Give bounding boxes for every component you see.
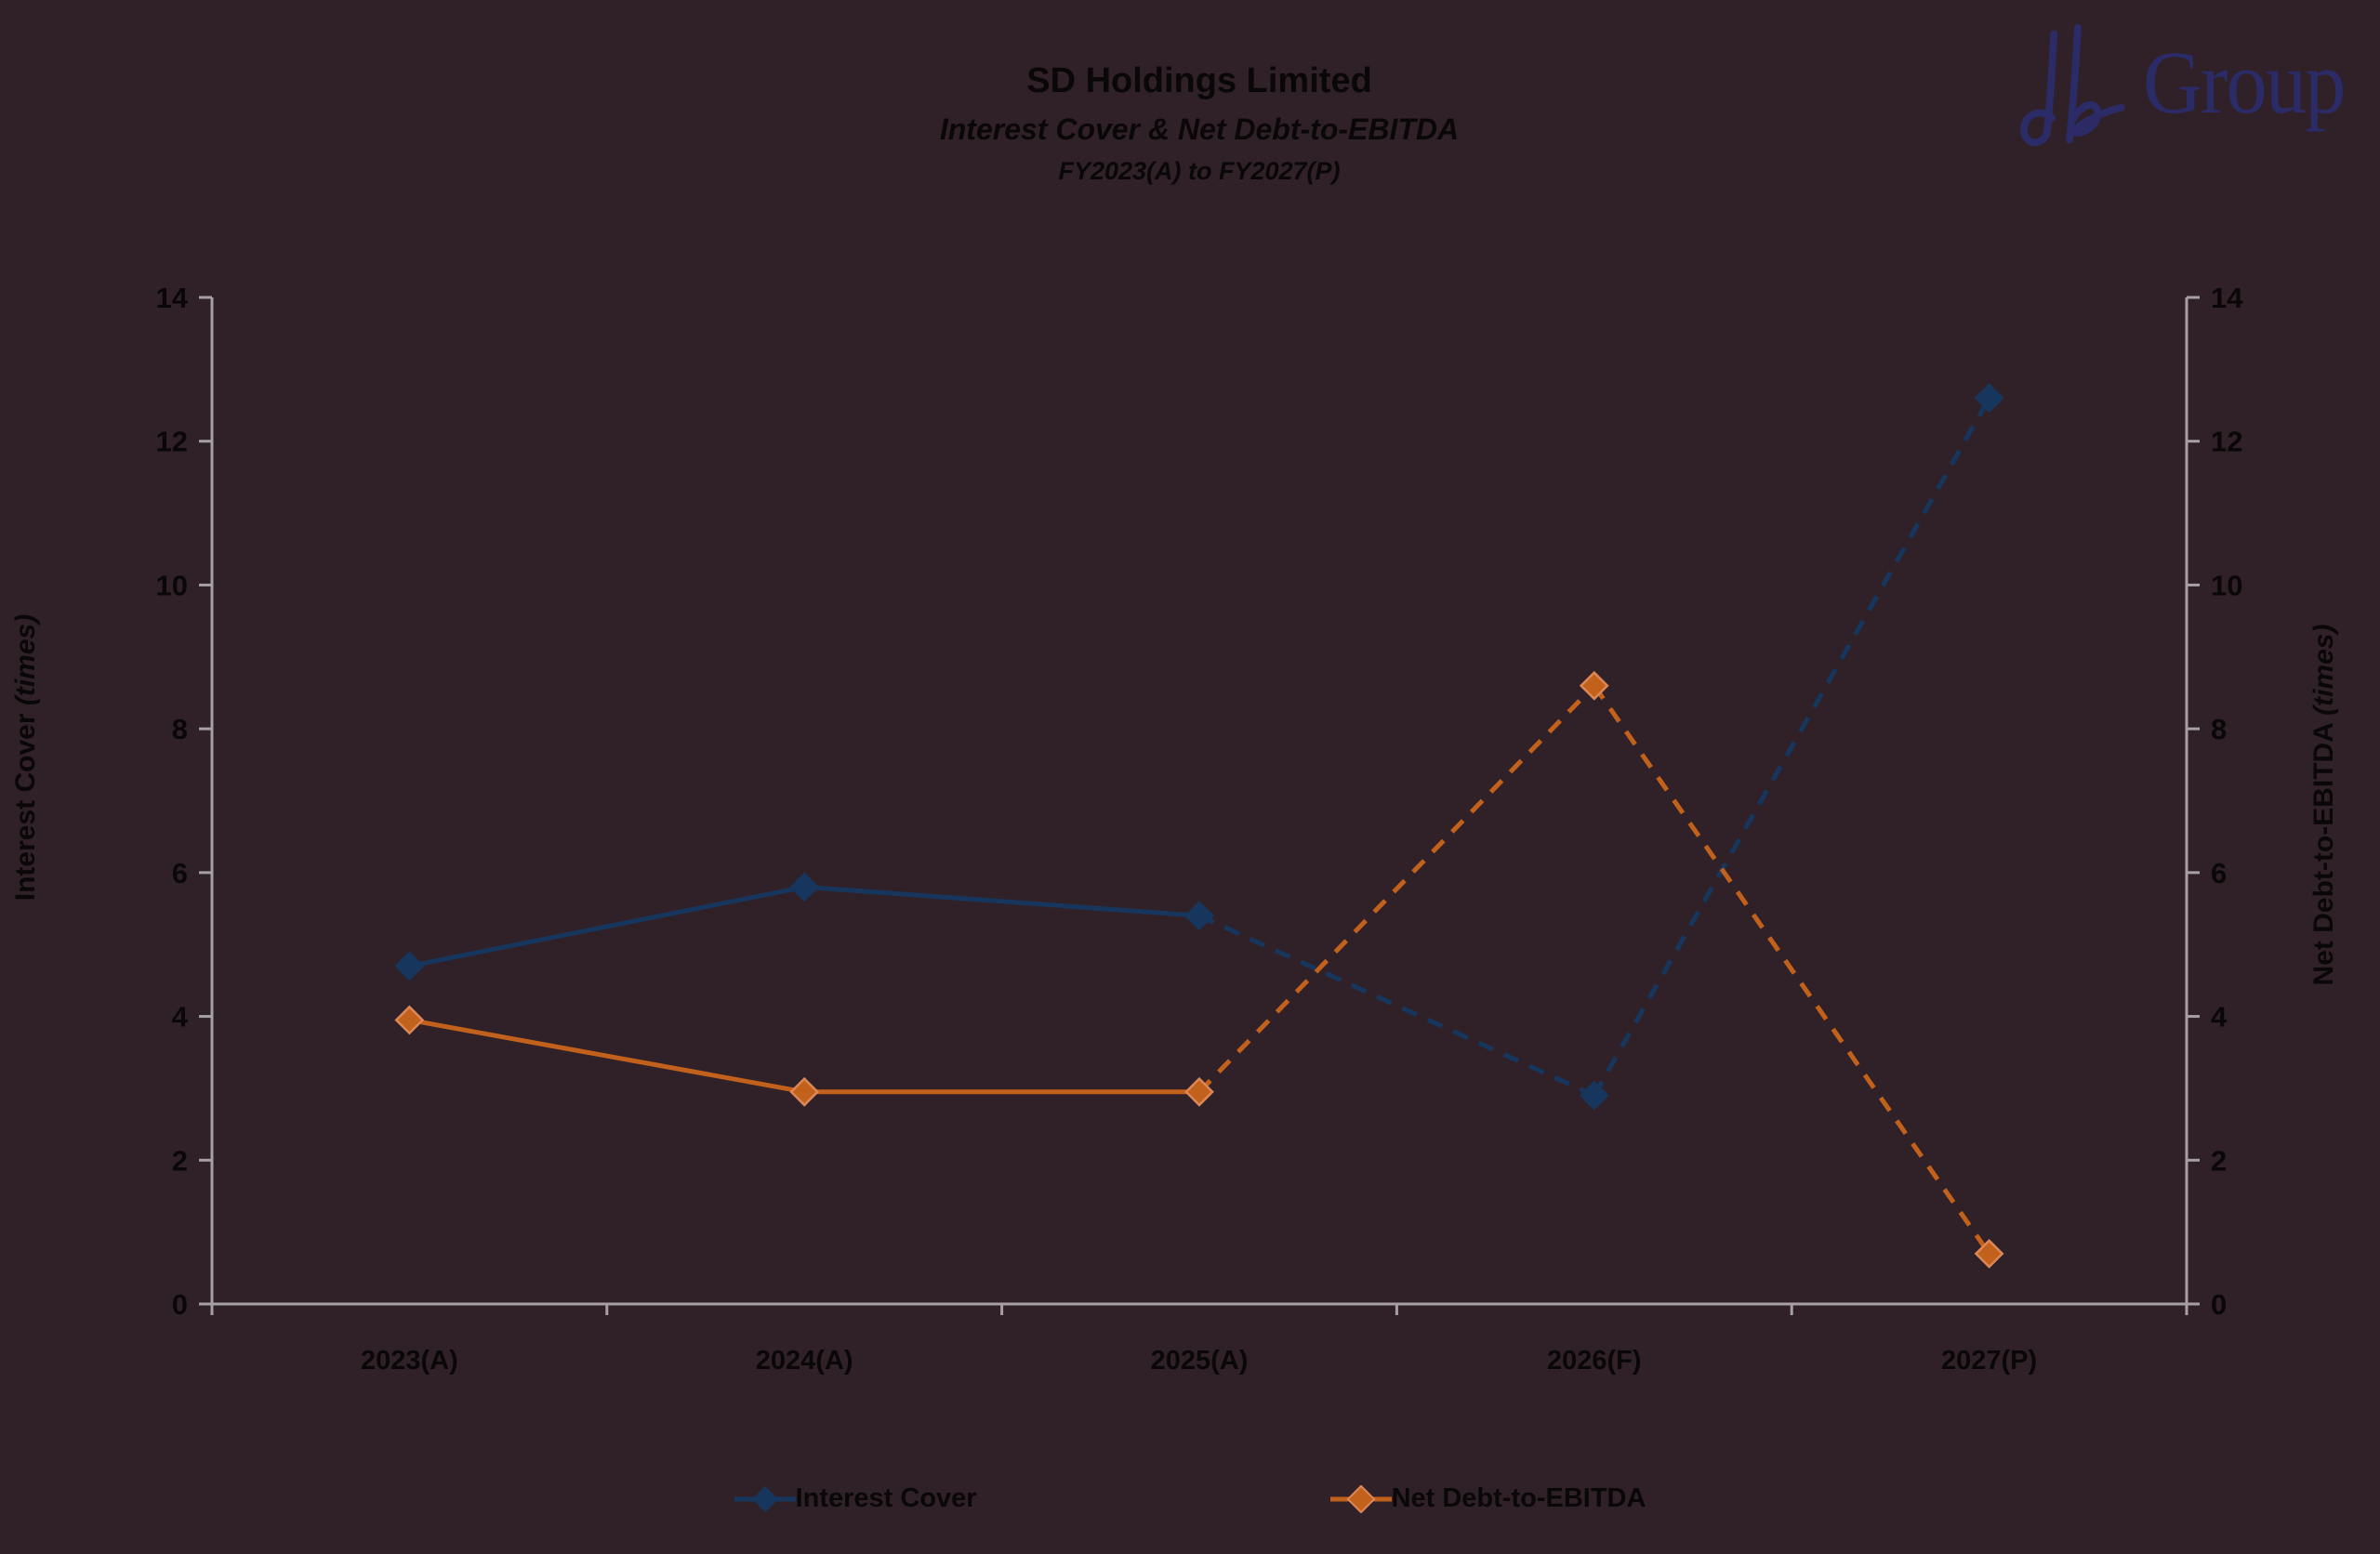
legend-marker-interest-cover-icon	[734, 1485, 796, 1512]
chart-subtitle: Interest Cover & Net Debt-to-EBITDA	[939, 112, 1460, 147]
series-segment-interest-cover	[408, 884, 805, 968]
marker-net-debt-to-ebitda-2023(A)	[394, 1005, 425, 1035]
y-tick-label-left: 4	[172, 1001, 189, 1034]
y-tick-label-left: 0	[172, 1288, 188, 1321]
chart-titles: SD Holdings Limited Interest Cover & Net…	[212, 56, 2187, 191]
y-tick-label-right: 12	[2211, 426, 2242, 458]
marker-net-debt-to-ebitda-2026(F)	[1579, 670, 1609, 701]
legend-item-interest-cover: Interest Cover	[734, 1483, 977, 1514]
y-tick-label-right: 4	[2211, 1001, 2228, 1034]
y-tick-label-right: 0	[2211, 1288, 2227, 1321]
marker-net-debt-to-ebitda-2024(A)	[789, 1076, 820, 1107]
logo-text: Group	[2142, 33, 2346, 132]
y-tick-label-right: 2	[2211, 1144, 2227, 1177]
chart-period: FY2023(A) to FY2027(P)	[1058, 157, 1341, 186]
series-segment-net-debt-to-ebitda	[1197, 683, 1596, 1094]
legend-marker-net-debt-icon	[1329, 1484, 1392, 1513]
marker-interest-cover-2023(A)	[394, 951, 425, 981]
x-category-label: 2023(A)	[361, 1346, 458, 1376]
series-segment-net-debt-to-ebitda	[1592, 684, 1991, 1256]
y-tick-label-left: 14	[156, 282, 189, 314]
y-tick-label-left: 2	[172, 1144, 188, 1177]
x-category-label: 2025(A)	[1151, 1346, 1249, 1376]
series-segment-interest-cover	[1592, 397, 1991, 1097]
db-script-icon	[2019, 23, 2125, 146]
y-tick-label-right: 14	[2211, 282, 2243, 314]
marker-interest-cover-2025(A)	[1184, 901, 1214, 931]
y-tick-label-right: 6	[2211, 857, 2227, 889]
y-tick-label-left: 6	[172, 857, 188, 889]
marker-interest-cover-2024(A)	[789, 872, 820, 902]
company-logo: Group	[2000, 17, 2361, 156]
series-segment-net-debt-to-ebitda	[408, 1017, 805, 1095]
legend-label: Net Debt-to-EBITDA	[1391, 1483, 1646, 1513]
y-tick-label-left: 10	[156, 569, 188, 601]
legend-item-net-debt: Net Debt-to-EBITDA	[1329, 1483, 1646, 1514]
x-category-label: 2027(P)	[1941, 1346, 2037, 1376]
marker-net-debt-to-ebitda-2025(A)	[1184, 1076, 1214, 1107]
y-tick-label-left: 8	[172, 713, 188, 745]
marker-net-debt-to-ebitda-2027(P)	[1974, 1238, 2004, 1269]
x-category-label: 2026(F)	[1547, 1346, 1642, 1376]
series-segment-interest-cover	[1197, 913, 1595, 1098]
chart-title: SD Holdings Limited	[1026, 61, 1372, 100]
y-tick-label-right: 10	[2211, 569, 2242, 601]
legend-label: Interest Cover	[795, 1483, 977, 1513]
y-tick-label-left: 12	[156, 426, 188, 458]
x-category-label: 2024(A)	[756, 1346, 853, 1376]
chart-legend: Interest Cover Net Debt-to-EBITDA	[0, 1483, 2380, 1514]
marker-interest-cover-2027(P)	[1974, 383, 2004, 414]
y-tick-label-right: 8	[2211, 713, 2227, 745]
series-segment-interest-cover	[804, 884, 1200, 918]
marker-interest-cover-2026(F)	[1579, 1080, 1609, 1111]
